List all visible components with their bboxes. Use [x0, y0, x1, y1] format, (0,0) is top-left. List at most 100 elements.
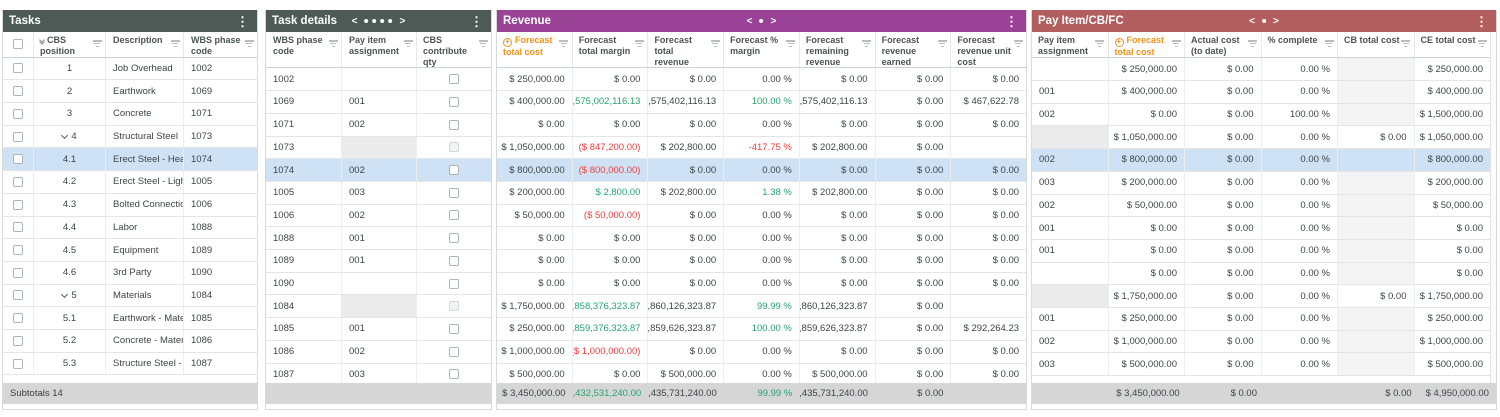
- column-header[interactable]: Forecast total revenue: [648, 32, 725, 68]
- task-row[interactable]: 4.1 Erect Steel - Heavy 1074: [3, 148, 257, 172]
- task-row[interactable]: 5.1 Earthwork - Mater... 1085: [3, 307, 257, 331]
- pager-dot[interactable]: [380, 19, 385, 23]
- task-detail-row[interactable]: 1069 001: [266, 91, 491, 114]
- task-detail-row[interactable]: 1087 003: [266, 363, 491, 383]
- task-detail-row[interactable]: 1002: [266, 68, 491, 92]
- task-row[interactable]: 2 Earthwork 1069: [3, 80, 257, 103]
- column-header[interactable]: + Forecast total cost: [1109, 32, 1185, 58]
- revenue-row[interactable]: $ 0.00 $ 0.00 $ 0.00 0.00 % $ 0.00 $ 0.00 $ 0.…: [497, 227, 1026, 251]
- pager-next-icon[interactable]: >: [1273, 15, 1279, 27]
- task-row[interactable]: 5.3 Structure Steel - ... 1087: [3, 352, 257, 376]
- column-header[interactable]: Actual cost (to date): [1185, 32, 1262, 58]
- revenue-row[interactable]: $ 1,000,000.00 ($ 1,000,000.00) $ 0.00 0.00…: [497, 340, 1026, 364]
- filter-icon[interactable]: [1095, 39, 1105, 48]
- pay-item-row[interactable]: 001 $ 250,000.00 $ 0.00 0.00 % $ 250,000.00: [1032, 308, 1490, 331]
- filter-icon[interactable]: [1248, 39, 1258, 48]
- column-header-wbs-phase-code[interactable]: WBS phase code: [266, 32, 342, 68]
- pager-dot[interactable]: [364, 19, 369, 23]
- filter-icon[interactable]: [328, 39, 338, 48]
- cbs-contribute-checkbox[interactable]: [449, 323, 459, 334]
- cbs-contribute-checkbox[interactable]: [449, 165, 459, 176]
- kebab-menu-icon[interactable]: ⋮: [236, 13, 249, 29]
- row-checkbox[interactable]: [13, 86, 23, 97]
- pager-prev-icon[interactable]: <: [746, 15, 753, 27]
- row-checkbox[interactable]: [13, 222, 23, 233]
- pay-item-row[interactable]: 002 $ 1,000,000.00 $ 0.00 0.00 % $ 1,000,000…: [1032, 330, 1490, 354]
- cbs-contribute-checkbox[interactable]: [449, 301, 459, 312]
- task-row[interactable]: 4.4 Labor 1088: [3, 216, 257, 240]
- column-header[interactable]: + Forecast total cost: [497, 32, 573, 68]
- column-header-cbs-position[interactable]: CBS position: [34, 32, 106, 57]
- pay-item-row[interactable]: $ 1,750,000.00 $ 0.00 0.00 % $ 0.00 $ 1,750,…: [1032, 285, 1490, 309]
- task-detail-row[interactable]: 1074 002: [266, 159, 491, 182]
- row-checkbox[interactable]: [13, 358, 23, 369]
- column-header[interactable]: % complete: [1262, 32, 1338, 58]
- filter-icon[interactable]: [1171, 39, 1181, 48]
- cbs-contribute-checkbox[interactable]: [449, 187, 459, 198]
- filter-icon[interactable]: [1013, 39, 1023, 48]
- filter-icon[interactable]: [403, 39, 413, 48]
- cbs-contribute-checkbox[interactable]: [449, 74, 459, 85]
- pay-item-row[interactable]: 001 $ 0.00 $ 0.00 0.00 % $ 0.00: [1032, 239, 1490, 263]
- row-checkbox[interactable]: [13, 313, 23, 324]
- cbs-contribute-checkbox[interactable]: [449, 210, 459, 221]
- revenue-row[interactable]: $ 50,000.00 ($ 50,000.00) $ 0.00 0.00 % $ 0.…: [497, 204, 1026, 228]
- filter-icon[interactable]: [559, 39, 569, 48]
- revenue-row[interactable]: $ 1,050,000.00 ($ 847,200.00) $ 202,800.00…: [497, 136, 1026, 160]
- task-row[interactable]: 5 Materials 1084: [3, 284, 257, 308]
- task-detail-row[interactable]: 1090: [266, 272, 491, 296]
- cbs-contribute-checkbox[interactable]: [449, 369, 459, 380]
- pay-item-row[interactable]: 001 $ 0.00 $ 0.00 0.00 % $ 0.00: [1032, 217, 1490, 240]
- column-header[interactable]: Forecast % margin: [724, 32, 800, 68]
- pager-dot[interactable]: [1262, 19, 1266, 23]
- pager-prev-icon[interactable]: <: [351, 15, 358, 27]
- column-header[interactable]: Forecast remaining revenue: [800, 32, 876, 68]
- filter-icon[interactable]: [244, 39, 254, 48]
- filter-icon[interactable]: [1477, 39, 1487, 48]
- chevron-down-icon[interactable]: [61, 290, 69, 299]
- pay-item-row[interactable]: 003 $ 500,000.00 $ 0.00 0.00 % $ 500,000.00: [1032, 353, 1490, 377]
- cbs-contribute-checkbox[interactable]: [449, 278, 459, 289]
- revenue-row[interactable]: $ 200,000.00 $ 2,800.00 $ 202,800.00 1.38 %…: [497, 181, 1026, 205]
- column-header-pay-item-assignment[interactable]: Pay item assignment: [342, 32, 417, 68]
- revenue-row[interactable]: $ 0.00 $ 0.00 $ 0.00 0.00 % $ 0.00 $ 0.00 $ 0.…: [497, 272, 1026, 296]
- cbs-contribute-checkbox[interactable]: [449, 233, 459, 244]
- task-detail-row[interactable]: 1005 003: [266, 181, 491, 205]
- pager-dot[interactable]: [759, 19, 764, 23]
- revenue-row[interactable]: $ 400,000.00$ 20,575,002,116.13$ 20,575,…: [497, 91, 1026, 114]
- pager-prev-icon[interactable]: <: [1249, 15, 1255, 27]
- task-detail-row[interactable]: 1086 002: [266, 340, 491, 364]
- revenue-row[interactable]: $ 0.00 $ 0.00 $ 0.00 0.00 % $ 0.00 $ 0.00 $ 0.…: [497, 113, 1026, 137]
- task-row[interactable]: 4.5 Equipment 1089: [3, 239, 257, 262]
- pay-item-row[interactable]: 002 $ 50,000.00 $ 0.00 0.00 % $ 50,000.00: [1032, 194, 1490, 218]
- task-detail-row[interactable]: 1088 001: [266, 227, 491, 251]
- task-detail-row[interactable]: 1073: [266, 136, 491, 160]
- pay-item-row[interactable]: 002 $ 800,000.00 $ 0.00 0.00 % $ 800,000.00: [1032, 149, 1490, 172]
- pay-item-row[interactable]: $ 0.00 $ 0.00 0.00 % $ 0.00: [1032, 262, 1490, 286]
- collapse-all-icon[interactable]: [39, 36, 45, 45]
- filter-icon[interactable]: [710, 39, 720, 48]
- column-header[interactable]: CE total cost: [1415, 32, 1491, 57]
- filter-icon[interactable]: [478, 39, 488, 48]
- pay-item-row[interactable]: 003 $ 200,000.00 $ 0.00 0.00 % $ 200,000.00: [1032, 171, 1490, 195]
- pay-item-row[interactable]: 002 $ 0.00 $ 0.00 100.00 % $ 1,500,000.00: [1032, 103, 1490, 127]
- revenue-row[interactable]: $ 250,000.00$ 12,859,376,323.87$ 12,859,…: [497, 318, 1026, 341]
- vertical-scrollbar[interactable]: [1490, 32, 1496, 383]
- task-row[interactable]: 4.6 3rd Party 1090: [3, 261, 257, 285]
- row-checkbox[interactable]: [13, 290, 23, 301]
- row-checkbox[interactable]: [13, 335, 23, 346]
- column-header-wbs-phase-code[interactable]: WBS phase code: [184, 32, 257, 57]
- filter-icon[interactable]: [786, 39, 796, 48]
- task-row[interactable]: 4.3 Bolted Connections 1006: [3, 193, 257, 217]
- revenue-row[interactable]: $ 800,000.00 ($ 800,000.00) $ 0.00 0.00 % $ …: [497, 159, 1026, 182]
- column-header[interactable]: CB total cost: [1338, 32, 1415, 58]
- revenue-row[interactable]: $ 0.00 $ 0.00 $ 0.00 0.00 % $ 0.00 $ 0.00 $ 0.…: [497, 250, 1026, 273]
- column-header-description[interactable]: Description: [106, 32, 184, 57]
- task-row[interactable]: 5.2 Concrete - Materi... 1086: [3, 330, 257, 353]
- kebab-menu-icon[interactable]: ⋮: [470, 13, 483, 29]
- task-row[interactable]: 4 Structural Steel 1073: [3, 125, 257, 149]
- cbs-contribute-checkbox[interactable]: [449, 255, 459, 266]
- select-all-checkbox[interactable]: [13, 39, 23, 50]
- filter-icon[interactable]: [862, 39, 872, 48]
- pay-item-row[interactable]: $ 250,000.00 $ 0.00 0.00 % $ 250,000.00: [1032, 58, 1490, 81]
